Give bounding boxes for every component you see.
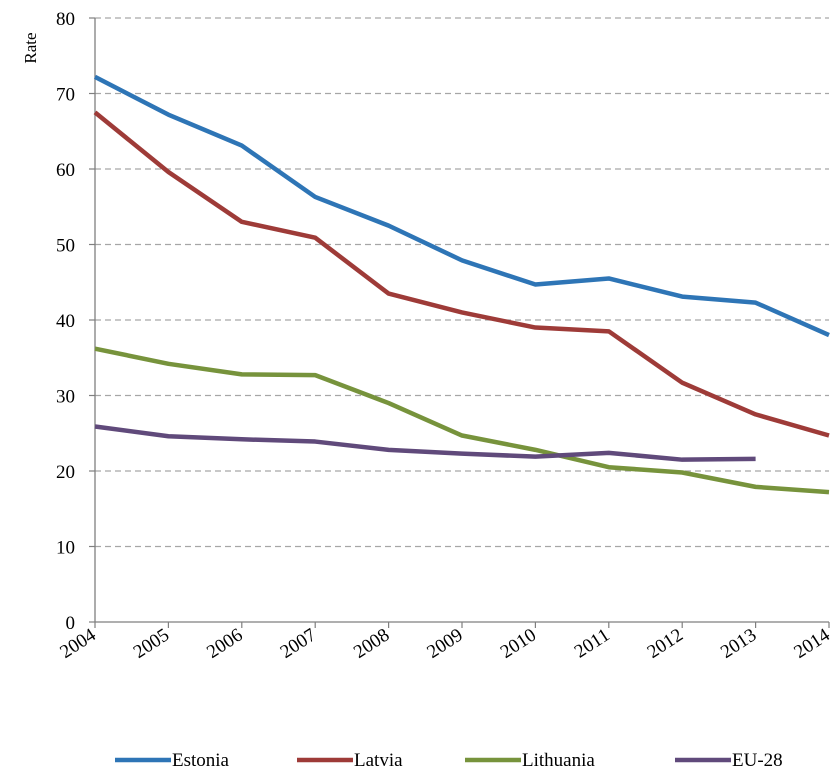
legend-label: EU-28 (732, 750, 783, 771)
x-tick-label: 2006 (203, 625, 246, 663)
y-tick-label: 50 (56, 236, 75, 257)
legend-label: Estonia (172, 750, 230, 771)
y-axis-ticks: 0 10 20 30 40 50 60 70 80 (56, 9, 95, 634)
x-tick-label: 2014 (790, 624, 834, 663)
legend-item: EU-28 (675, 750, 783, 771)
y-tick-label: 10 (56, 538, 75, 559)
x-tick-label: 2011 (571, 625, 614, 663)
series-lines (93, 74, 830, 495)
legend-label: Latvia (354, 750, 403, 771)
y-tick-label: 20 (56, 462, 75, 483)
legend-label: Lithuania (522, 750, 595, 771)
x-tick-label: 2005 (130, 625, 173, 663)
x-tick-label: 2012 (644, 625, 687, 663)
gridlines (95, 17, 829, 548)
x-tick-label: 2013 (717, 625, 760, 663)
x-tick-label: 2004 (56, 624, 100, 663)
x-tick-label: 2008 (350, 625, 393, 663)
legend-item: Estonia (115, 750, 230, 771)
series-line-latvia (93, 110, 830, 438)
series-line-lithuania (94, 346, 830, 495)
y-tick-label: 70 (56, 85, 75, 106)
y-tick-label: 0 (66, 613, 76, 634)
y-tick-label: 80 (56, 9, 75, 30)
y-axis-title: Rate (21, 32, 40, 63)
y-tick-label: 40 (56, 311, 75, 332)
x-tick-label: 2007 (277, 625, 320, 663)
legend-item: Latvia (297, 750, 403, 771)
series-line-estonia (93, 74, 830, 338)
y-tick-label: 60 (56, 160, 75, 181)
series-line-eu-28 (94, 424, 756, 462)
x-tick-label: 2009 (423, 625, 466, 663)
legend-item: Lithuania (465, 750, 595, 771)
x-axis-ticks: 2004 2005 2006 2007 2008 2009 2010 2011 2012 2013… (56, 622, 834, 663)
legend: Estonia Latvia Lithuania EU-28 (115, 750, 783, 771)
y-tick-label: 30 (56, 387, 75, 408)
x-tick-label: 2010 (497, 625, 540, 663)
